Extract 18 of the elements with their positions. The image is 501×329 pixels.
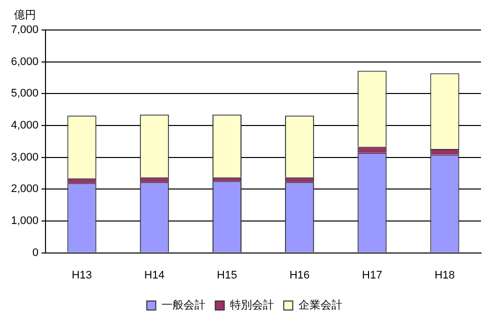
legend-label: 特別会計 (230, 298, 274, 312)
y-tick-label: 3,000 (10, 151, 39, 164)
y-tick-label: 1,000 (10, 215, 39, 228)
x-tick-label: H13 (72, 269, 92, 282)
x-tick-label: H14 (144, 269, 164, 282)
x-tick-label: H16 (289, 269, 310, 282)
y-tick-label: 4,000 (10, 120, 39, 132)
x-tick-label: H18 (434, 269, 455, 282)
y-tick-label: 6,000 (10, 56, 39, 68)
legend-label: 一般会計 (161, 298, 206, 312)
x-tick-label: H17 (362, 269, 382, 282)
y-tick-label: 2,000 (10, 183, 39, 196)
y-tick-label: 5,000 (10, 88, 39, 100)
y-tick-label: 0 (32, 246, 39, 259)
legend-label: 企業会計 (298, 298, 342, 312)
y-tick-label: 7,000 (10, 24, 39, 36)
y-axis-title: 億円 (14, 8, 36, 22)
x-tick-label: H15 (216, 269, 238, 282)
